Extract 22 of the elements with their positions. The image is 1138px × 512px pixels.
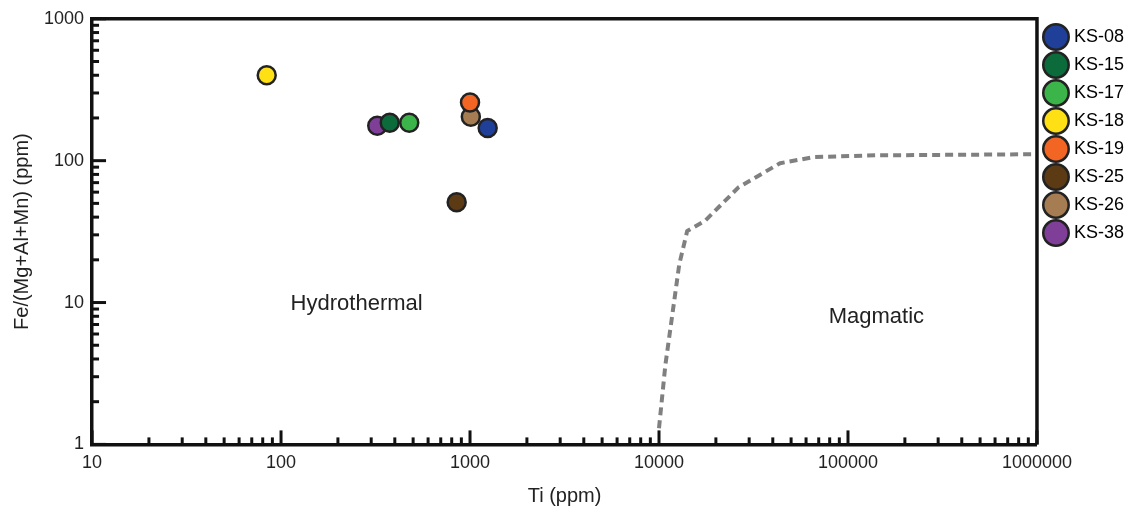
x-tick-label: 100000 (817, 452, 879, 473)
x-tick-label: 1000000 (1001, 452, 1073, 473)
legend-label: KS-08 (1073, 25, 1124, 46)
x-tick-label: 10 (82, 452, 103, 473)
y-tick-label: 100 (54, 149, 85, 170)
y-tick-label: 10 (64, 291, 85, 312)
x-tick-label: 10000 (633, 452, 685, 473)
annotation: Magmatic (828, 302, 925, 328)
annotation: Hydrothermal (290, 290, 423, 316)
legend-label: KS-17 (1073, 81, 1124, 102)
legend-label: KS-38 (1073, 221, 1124, 242)
legend-label: KS-18 (1073, 109, 1124, 130)
legend-label: KS-19 (1073, 137, 1124, 158)
x-axis-title: Ti (ppm) (527, 483, 602, 506)
y-tick-label: 1 (74, 433, 85, 454)
legend-label: KS-25 (1073, 165, 1124, 186)
y-tick-label: 1000 (44, 7, 85, 28)
x-tick-label: 100 (266, 452, 297, 473)
legend-label: KS-26 (1073, 193, 1124, 214)
y-axis-title: Fe/(Mg+Al+Mn) (ppm) (9, 133, 32, 330)
x-tick-label: 1000 (449, 452, 491, 473)
legend-label: KS-15 (1073, 53, 1124, 74)
